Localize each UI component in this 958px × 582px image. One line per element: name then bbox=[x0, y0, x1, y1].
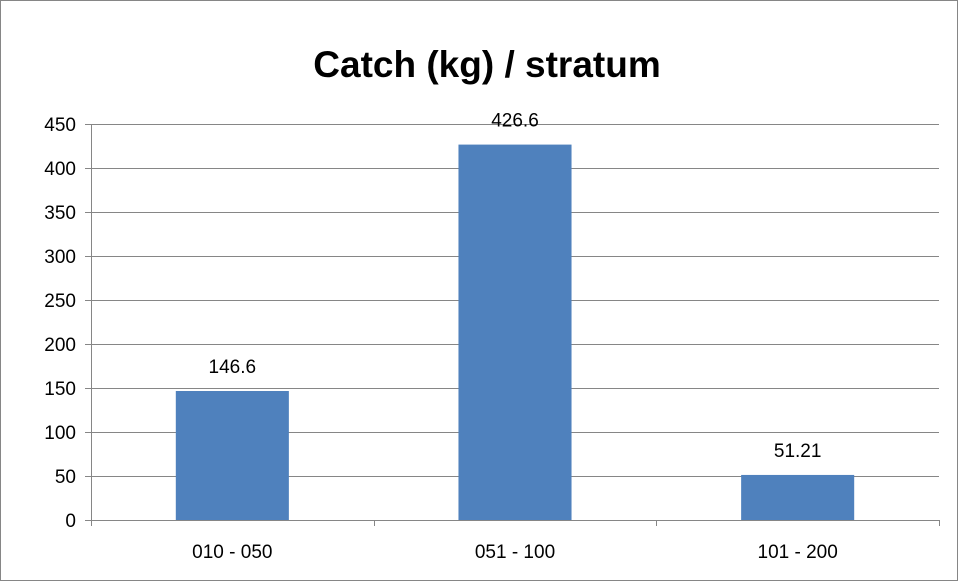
data-label: 426.6 bbox=[491, 111, 539, 132]
chart-title: Catch (kg) / stratum bbox=[313, 44, 660, 85]
y-tick-label: 0 bbox=[65, 511, 76, 532]
y-tick-label: 150 bbox=[44, 379, 76, 400]
y-tick-label: 200 bbox=[44, 335, 76, 356]
bar bbox=[741, 474, 855, 520]
data-label: 51.21 bbox=[774, 441, 822, 462]
labels: 0 50 100 150 200 250 300 350 400 450 146.6 010 - 05… bbox=[44, 111, 838, 563]
y-tick-label: 300 bbox=[44, 247, 76, 268]
x-category-label: 010 - 050 bbox=[192, 542, 272, 563]
y-tick-label: 250 bbox=[44, 291, 76, 312]
data-label: 146.6 bbox=[209, 357, 257, 378]
y-tick-label: 100 bbox=[44, 423, 76, 444]
y-tick-label: 50 bbox=[55, 467, 76, 488]
bar bbox=[175, 390, 289, 520]
x-category-label: 051 - 100 bbox=[475, 542, 555, 563]
y-tick-label: 350 bbox=[44, 203, 76, 224]
x-category-label: 101 - 200 bbox=[758, 542, 838, 563]
y-tick-label: 400 bbox=[44, 159, 76, 180]
bar bbox=[458, 144, 572, 521]
axes bbox=[85, 124, 940, 526]
y-tick-label: 450 bbox=[44, 115, 76, 136]
bars bbox=[175, 144, 855, 521]
